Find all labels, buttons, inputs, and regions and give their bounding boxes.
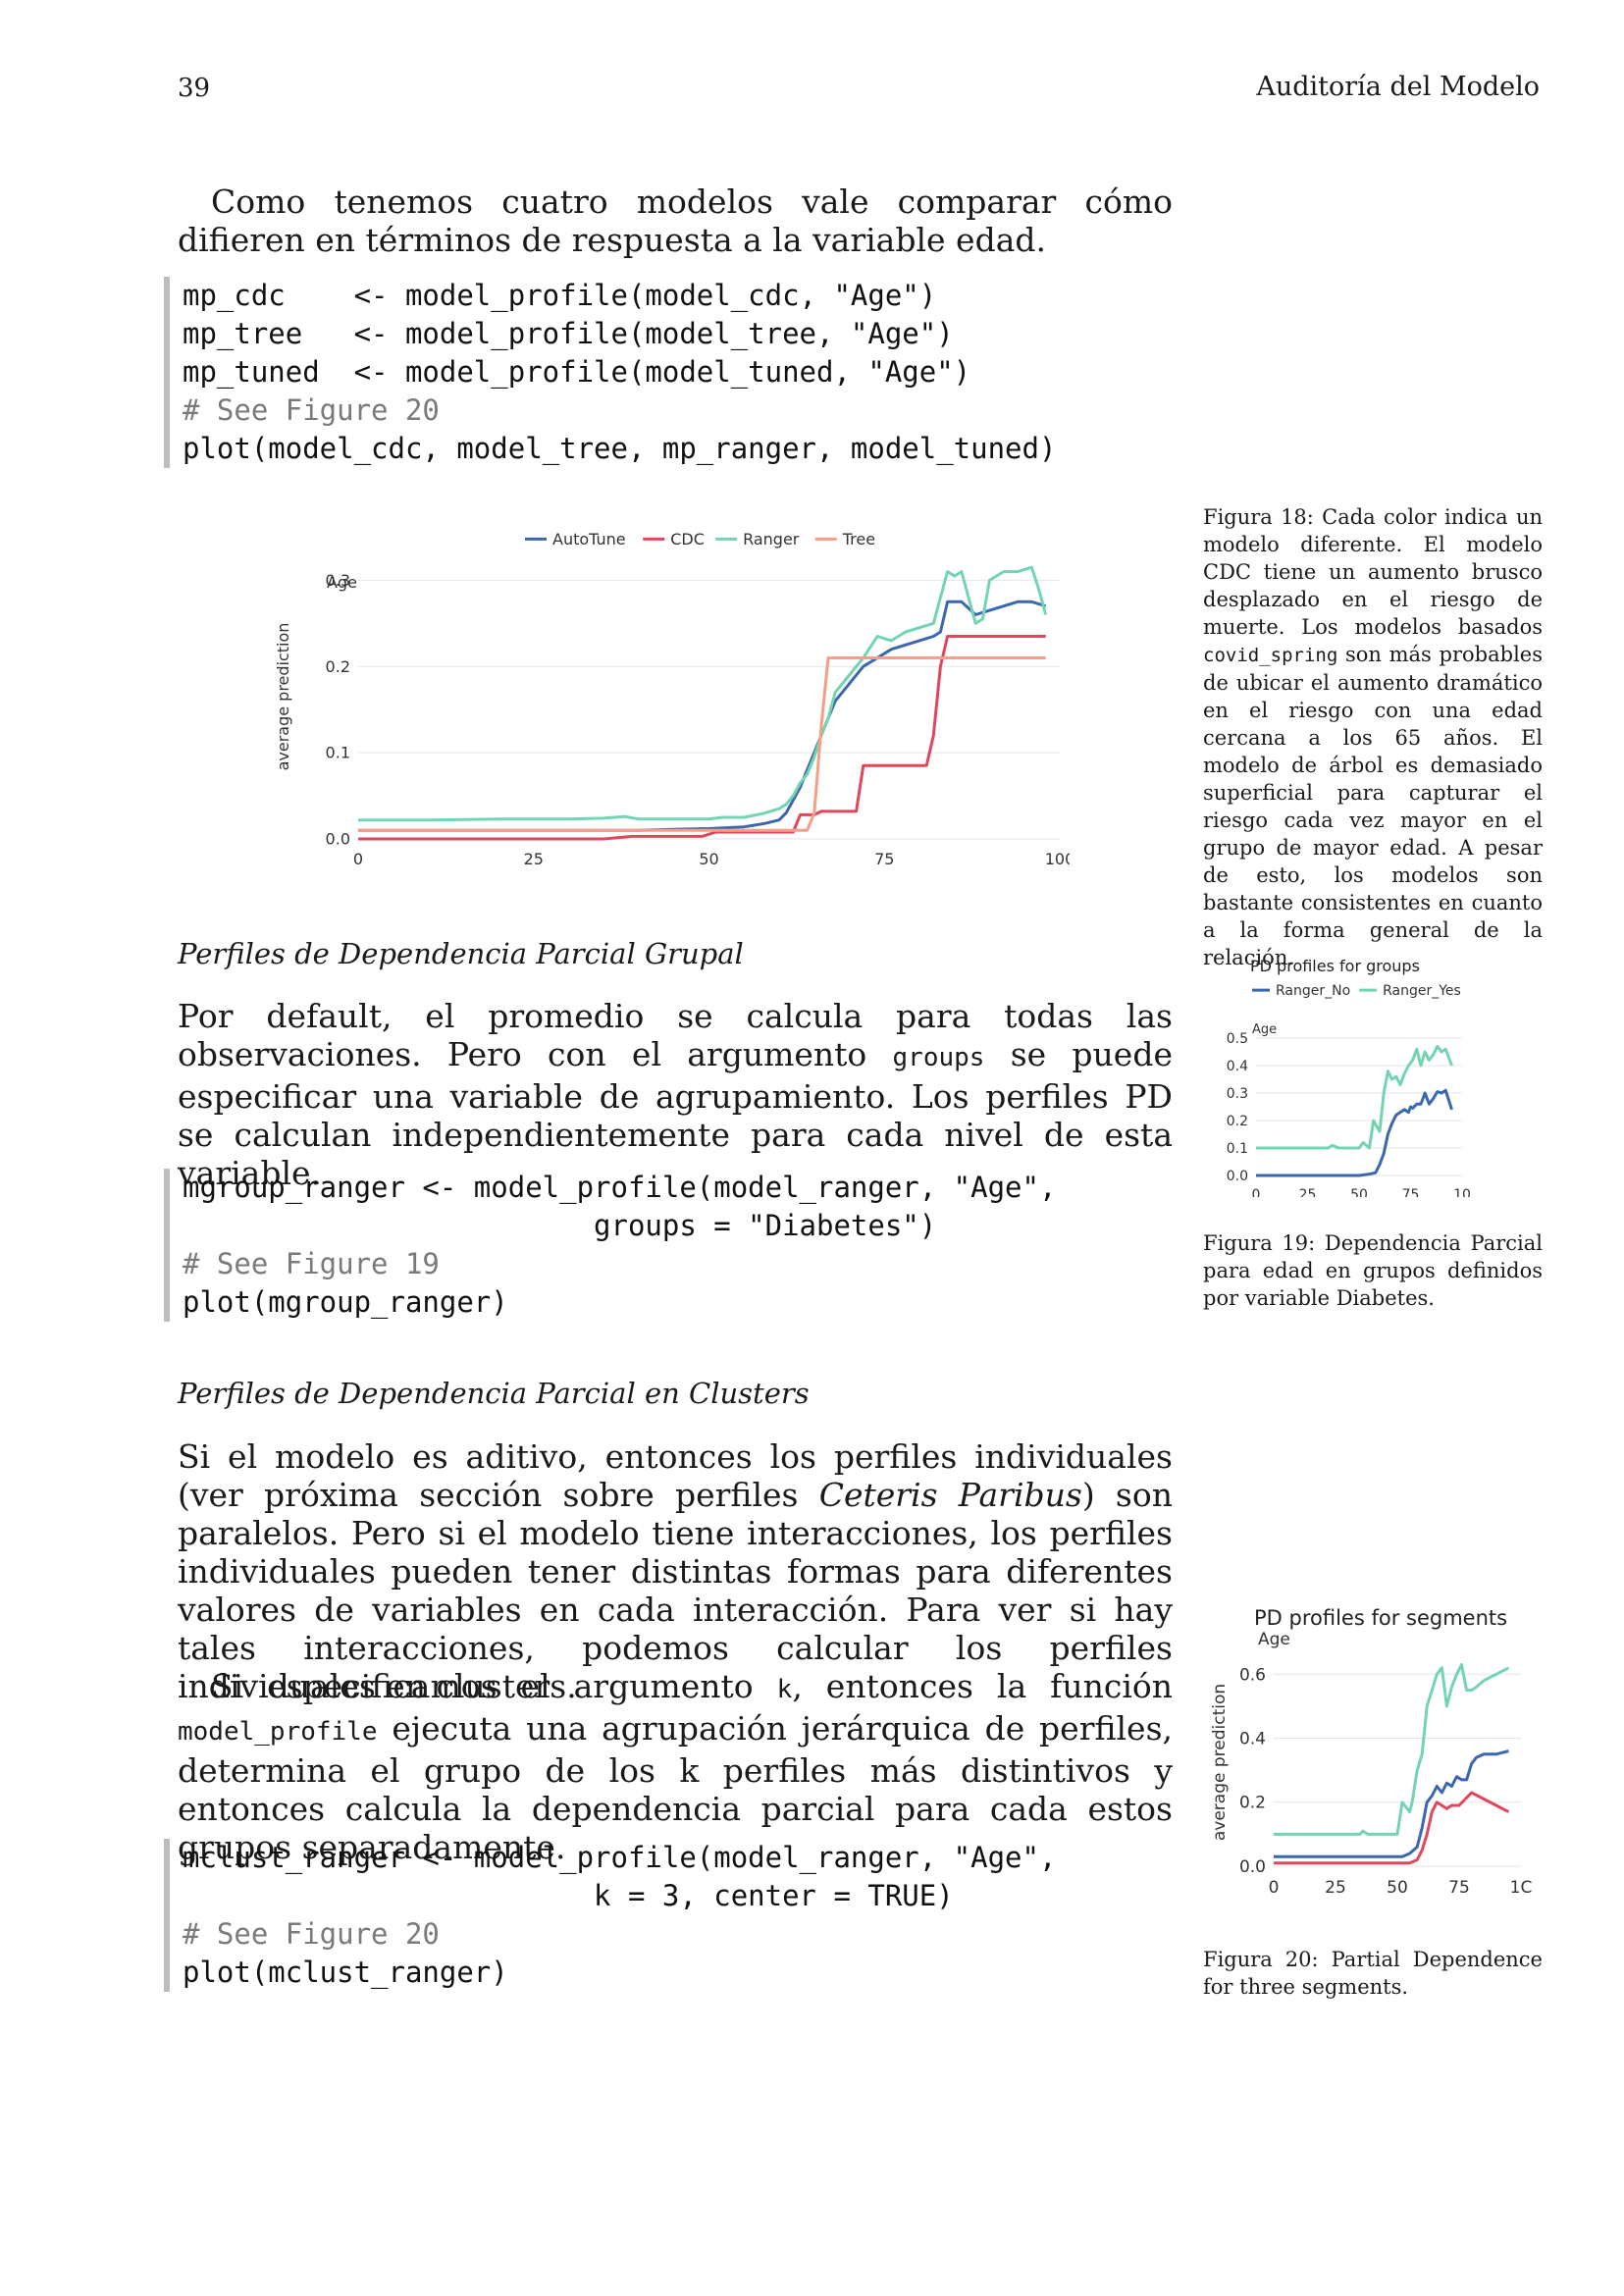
section-heading-grupal: Perfiles de Dependencia Parcial Grupal — [178, 937, 744, 970]
y-tick-label: 0.3 — [1227, 1086, 1248, 1102]
page-number: 39 — [178, 74, 211, 103]
x-tick-label: 50 — [1350, 1187, 1368, 1197]
series-line-ranger — [358, 565, 1048, 822]
series-line-ranger_yes — [1256, 1044, 1453, 1150]
y-tick-label: 0.2 — [1239, 1794, 1266, 1813]
figure-18-chart: AutoTune CDC Ranger Tree Age average predicti… — [274, 530, 1070, 868]
y-axis-label: average prediction — [274, 623, 292, 771]
code-block-clusters: mclust_ranger <- model_profile(model_ran… — [164, 1839, 1056, 1992]
y-tick-label: 0.1 — [326, 744, 350, 762]
figure-18-caption: Figura 18: Cada color indica un modelo d… — [1203, 505, 1543, 969]
paragraph-k-argument: Si especificamos el argumento k, entonce… — [178, 1667, 1173, 1866]
chart-subtitle: Age — [1252, 1022, 1277, 1037]
y-tick-label: 0.0 — [1227, 1169, 1248, 1184]
x-tick-label: 0 — [1269, 1878, 1280, 1898]
series-line-autotune — [358, 600, 1047, 832]
y-tick-label: 0.5 — [1227, 1031, 1248, 1047]
y-tick-label: 0.1 — [1227, 1141, 1248, 1157]
y-tick-label: 0.4 — [1239, 1729, 1266, 1748]
figure-20-caption: Figura 20: Partial Dependence for three … — [1203, 1948, 1543, 1999]
x-tick-label: 25 — [524, 850, 544, 868]
running-header-title: Auditoría del Modelo — [1256, 72, 1540, 102]
paragraph-groups: Por default, el promedio se calcula para… — [178, 997, 1173, 1192]
x-tick-label: 75 — [1402, 1187, 1420, 1197]
y-tick-label: 0.0 — [1239, 1857, 1266, 1877]
x-tick-label: 75 — [874, 850, 894, 868]
legend-label-0: Ranger_No — [1276, 983, 1350, 999]
figure-19-chart: PD profiles for groups Ranger_No Ranger_Ye… — [1227, 957, 1471, 1197]
series-line-1 — [1274, 1749, 1509, 1858]
chart-subtitle: Age — [1258, 1630, 1290, 1649]
x-tick-label: 0 — [353, 850, 363, 868]
x-tick-label: 25 — [1325, 1878, 1346, 1898]
series-line-ranger_no — [1256, 1088, 1453, 1177]
chart-subtitle: Age — [327, 573, 357, 592]
series-line-cdc — [358, 635, 1046, 841]
y-tick-label: 0.2 — [326, 657, 350, 676]
code-block-profiles: mp_cdc <- model_profile(model_cdc, "Age"… — [164, 277, 1056, 468]
x-tick-label: 1C — [1510, 1878, 1533, 1898]
series-line-tree — [358, 656, 1046, 832]
legend-label-3: Tree — [842, 530, 875, 548]
legend-label-1: CDC — [670, 530, 705, 548]
x-tick-label: 10 — [1453, 1187, 1471, 1197]
series-line-0 — [1274, 1663, 1510, 1836]
x-tick-label: 0 — [1252, 1187, 1261, 1197]
legend-label-1: Ranger_Yes — [1383, 983, 1461, 999]
y-tick-label: 0.2 — [1227, 1114, 1248, 1129]
chart-title: PD profiles for segments — [1254, 1606, 1507, 1630]
legend-label-0: AutoTune — [552, 530, 626, 548]
y-axis-label: average prediction — [1210, 1684, 1230, 1841]
intro-paragraph: Como tenemos cuatro modelos vale compara… — [178, 183, 1173, 259]
x-tick-label: 50 — [1387, 1878, 1408, 1898]
x-tick-label: 75 — [1448, 1878, 1470, 1898]
y-tick-label: 0.3 — [326, 571, 350, 590]
x-tick-label: 100 — [1045, 850, 1070, 868]
chart-title: PD profiles for groups — [1250, 957, 1420, 975]
series-line-2 — [1274, 1791, 1510, 1865]
paragraph-clusters: Si el modelo es aditivo, entonces los pe… — [178, 1437, 1173, 1705]
x-tick-label: 50 — [699, 850, 718, 868]
y-tick-label: 0.0 — [326, 830, 350, 849]
y-tick-label: 0.6 — [1239, 1665, 1266, 1685]
x-tick-label: 25 — [1299, 1187, 1317, 1197]
legend-label-2: Ranger — [743, 530, 800, 548]
figure-19-caption: Figura 19: Dependencia Parcial para edad… — [1203, 1231, 1543, 1310]
code-block-groups: mgroup_ranger <- model_profile(model_ran… — [164, 1169, 1056, 1322]
y-tick-label: 0.4 — [1227, 1059, 1248, 1074]
section-heading-clusters: Perfiles de Dependencia Parcial en Clust… — [178, 1377, 810, 1410]
